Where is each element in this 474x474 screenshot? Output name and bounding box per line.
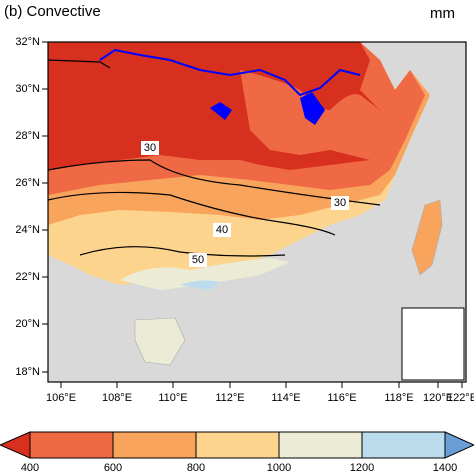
colorbar-box [195,431,280,459]
lat-label: 20°N [15,318,40,330]
island-taiwan [411,199,443,276]
lon-label: 114°E [271,392,300,404]
colorbar-label: 400 [21,462,39,474]
contour-label-box [213,223,231,237]
lon-label: 110°E [158,392,187,404]
contour-label: 30 [334,197,346,209]
contour-line [47,159,381,206]
contour-label-box [331,196,349,210]
lat-label: 26°N [15,177,40,189]
border-line [47,59,111,69]
lon-label: 122°E [447,392,474,404]
lat-label: 32°N [15,36,40,48]
lon-label: 118°E [384,392,413,404]
lon-label: 120°E [423,392,453,404]
region-1200 [180,280,220,290]
lat-label: 18°N [15,366,40,378]
contour-label: 40 [216,224,228,236]
contour-line [47,191,336,236]
colorbar-label: 1400 [433,462,457,474]
axes: 32°N 30°N 28°N 26°N 24°N 22°N 20°N 18°N 106°E 108… [15,36,474,404]
lon-label: 106°E [46,392,76,404]
island-hainan [134,317,186,366]
panel-title: (b) Convective [4,3,101,20]
unit-label: mm [430,5,455,22]
colorbar-box [29,431,114,459]
map-frame [47,41,467,383]
colorbar-label: 800 [187,462,205,474]
colorbar-label: 600 [104,462,122,474]
inset-map [401,307,465,381]
contour-label: 50 [192,254,204,266]
lat-label: 22°N [15,271,40,283]
river [99,48,361,97]
colorbar-label: 1000 [267,462,291,474]
lake [210,92,325,125]
colorbar-triangle [0,431,31,459]
lon-label: 108°E [102,392,132,404]
lat-label: 24°N [15,224,40,236]
colorbar-box [112,431,197,459]
region-1000 [120,258,290,290]
contour-labels: 30 30 40 50 [141,141,349,267]
colorbar-box [278,431,363,459]
contour-label: 30 [144,142,156,154]
colorbar: 400 600 800 1000 1200 1400 [0,431,474,474]
lon-label: 112°E [215,392,244,404]
lat-label: 28°N [15,130,40,142]
lat-label: 30°N [15,83,40,95]
contour-line [79,246,286,257]
colorbar-label: 1200 [350,462,374,474]
colorbar-triangle [444,431,474,459]
colorbar-box [361,431,446,459]
map-area [47,41,467,383]
lon-label: 116°E [327,392,356,404]
contour-label-box [189,253,207,267]
contour-label-box [141,141,159,155]
